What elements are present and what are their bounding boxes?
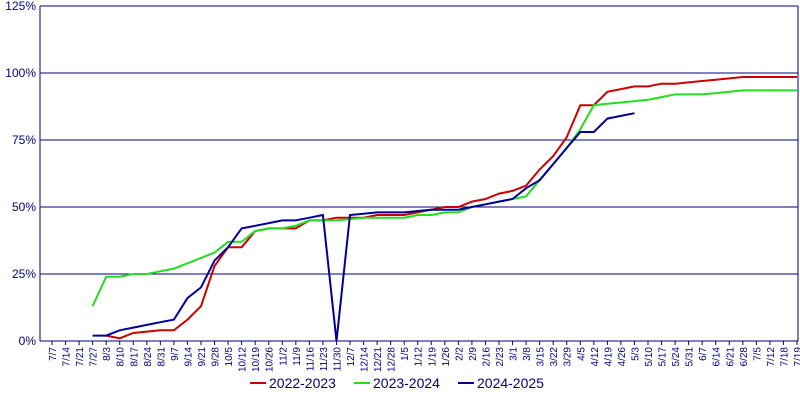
x-tick-label: 10/12 — [238, 347, 249, 372]
y-tick-label: 50% — [12, 200, 36, 214]
x-tick-label: 7/27 — [89, 347, 100, 367]
series-line — [91, 89, 797, 307]
x-tick-label: 2/23 — [495, 347, 506, 367]
x-tick-label: 11/30 — [332, 347, 343, 372]
y-tick-label: 25% — [12, 267, 36, 281]
legend-label: 2024-2025 — [477, 375, 544, 391]
x-tick-label: 11/16 — [305, 347, 316, 372]
x-tick-label: 11/9 — [292, 347, 303, 366]
x-tick-label: 11/23 — [319, 347, 330, 372]
x-tick-label: 1/19 — [427, 347, 438, 367]
x-tick-label: 2/16 — [481, 347, 492, 367]
x-tick-label: 6/21 — [725, 347, 736, 367]
x-tick-label: 7/19 — [793, 347, 800, 367]
x-tick-label: 7/14 — [62, 347, 73, 367]
x-tick-label: 7/12 — [766, 347, 777, 367]
x-tick-label: 9/7 — [170, 347, 181, 361]
x-tick-label: 6/14 — [712, 347, 723, 367]
x-tick-label: 8/17 — [129, 347, 140, 367]
x-tick-label: 9/14 — [183, 347, 194, 367]
x-tick-label: 10/5 — [224, 347, 235, 367]
x-tick-label: 7/5 — [752, 347, 763, 361]
x-tick-label: 3/22 — [549, 347, 560, 367]
x-tick-label: 5/3 — [630, 347, 641, 361]
x-tick-label: 1/12 — [414, 347, 425, 367]
y-tick-label: 125% — [5, 0, 36, 13]
x-tick-label: 3/29 — [563, 347, 574, 367]
series-line — [106, 76, 797, 340]
x-tick-label: 9/21 — [197, 347, 208, 367]
x-tick-label: 5/31 — [685, 347, 696, 367]
x-tick-label: 12/7 — [346, 347, 357, 367]
x-tick-label: 6/7 — [698, 347, 709, 361]
x-tick-label: 5/24 — [671, 347, 682, 367]
x-tick-label: 2/2 — [454, 347, 465, 361]
x-tick-label: 5/10 — [644, 347, 655, 367]
x-tick-label: 10/19 — [251, 347, 262, 372]
x-tick-label: 12/28 — [387, 347, 398, 372]
x-tick-label: 4/26 — [617, 347, 628, 367]
legend-label: 2023-2024 — [373, 375, 440, 391]
x-tick-label: 4/19 — [603, 347, 614, 367]
x-tick-label: 1/5 — [400, 347, 411, 361]
x-tick-label: 5/17 — [658, 347, 669, 367]
x-tick-label: 7/7 — [48, 347, 59, 361]
x-tick-label: 7/18 — [779, 347, 790, 367]
x-tick-label: 10/26 — [265, 347, 276, 372]
x-tick-label: 12/21 — [373, 347, 384, 372]
x-tick-label: 8/31 — [156, 347, 167, 367]
x-tick-label: 8/24 — [143, 347, 154, 367]
x-tick-label: 3/1 — [509, 347, 520, 361]
y-tick-label: 75% — [12, 133, 36, 147]
legend-label: 2022-2023 — [269, 375, 336, 391]
x-tick-label: 8/10 — [116, 347, 127, 367]
y-tick-label: 100% — [5, 66, 36, 80]
x-tick-label: 3/8 — [522, 347, 533, 361]
x-tick-label: 9/28 — [211, 347, 222, 367]
x-tick-label: 6/28 — [739, 347, 750, 367]
x-tick-label: 3/15 — [536, 347, 547, 367]
x-tick-label: 11/2 — [278, 347, 289, 366]
x-tick-label: 2/9 — [468, 347, 479, 361]
x-tick-label: 12/14 — [360, 347, 371, 372]
x-tick-label: 4/12 — [590, 347, 601, 367]
x-tick-label: 4/5 — [576, 347, 587, 361]
x-tick-label: 8/3 — [102, 347, 113, 361]
x-tick-label: 1/26 — [441, 347, 452, 367]
x-tick-label: 7/21 — [75, 347, 86, 367]
y-tick-label: 0% — [19, 334, 37, 348]
series-line — [92, 112, 635, 342]
